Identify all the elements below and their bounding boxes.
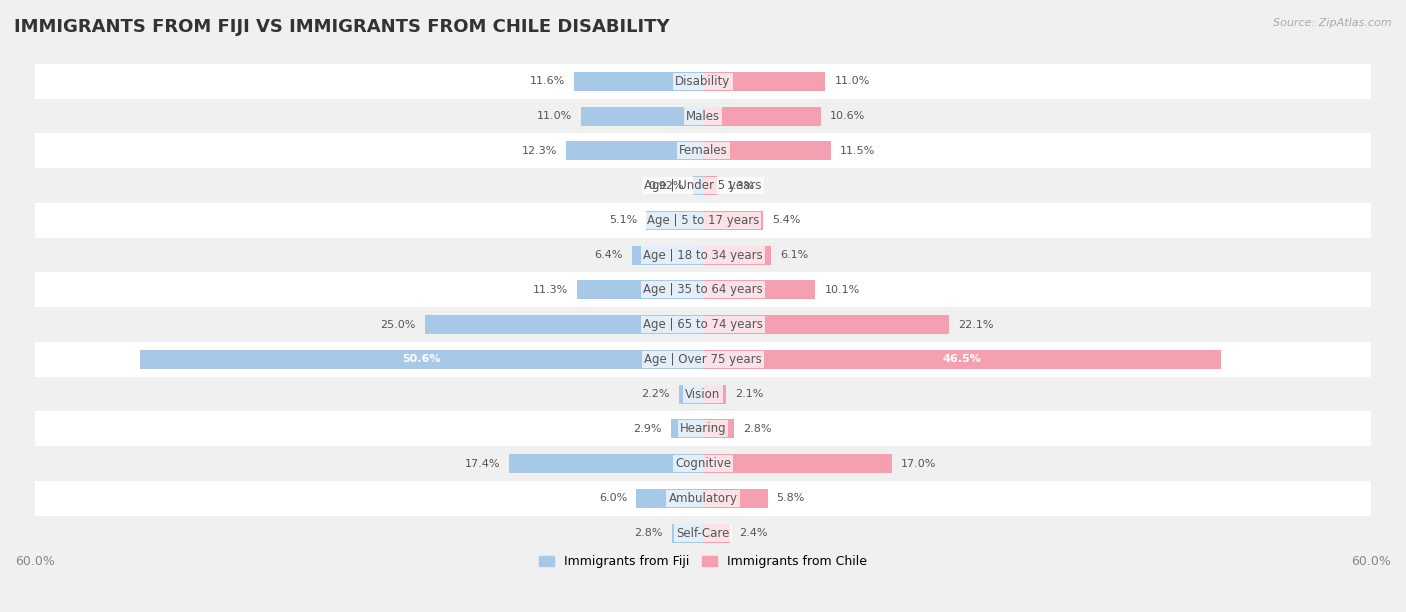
Bar — [631, 245, 703, 264]
Text: 12.3%: 12.3% — [522, 146, 557, 156]
FancyBboxPatch shape — [24, 411, 1382, 446]
Text: Age | 5 to 17 years: Age | 5 to 17 years — [647, 214, 759, 227]
Text: 11.0%: 11.0% — [536, 111, 572, 121]
Bar — [703, 315, 949, 334]
Bar — [703, 454, 893, 473]
Text: 25.0%: 25.0% — [381, 319, 416, 330]
Text: Cognitive: Cognitive — [675, 457, 731, 470]
Text: Vision: Vision — [685, 387, 721, 401]
Bar — [703, 489, 768, 508]
Text: 6.0%: 6.0% — [599, 493, 627, 503]
Text: 11.0%: 11.0% — [834, 76, 870, 86]
Text: Source: ZipAtlas.com: Source: ZipAtlas.com — [1274, 18, 1392, 28]
Text: 17.0%: 17.0% — [901, 458, 936, 469]
Text: 0.92%: 0.92% — [648, 181, 683, 190]
Text: Hearing: Hearing — [679, 422, 727, 435]
Text: 5.1%: 5.1% — [609, 215, 637, 225]
Bar — [509, 454, 703, 473]
Bar — [703, 72, 825, 91]
Text: Age | 35 to 64 years: Age | 35 to 64 years — [643, 283, 763, 296]
FancyBboxPatch shape — [24, 203, 1382, 237]
Text: 46.5%: 46.5% — [942, 354, 981, 364]
Bar — [567, 141, 703, 160]
Bar — [703, 280, 815, 299]
FancyBboxPatch shape — [24, 168, 1382, 203]
Text: 6.4%: 6.4% — [595, 250, 623, 260]
Text: Disability: Disability — [675, 75, 731, 88]
Text: 11.3%: 11.3% — [533, 285, 568, 295]
Text: Self-Care: Self-Care — [676, 526, 730, 540]
Text: 11.5%: 11.5% — [839, 146, 875, 156]
Text: 2.8%: 2.8% — [744, 424, 772, 434]
Bar — [647, 211, 703, 230]
Text: 6.1%: 6.1% — [780, 250, 808, 260]
FancyBboxPatch shape — [24, 64, 1382, 99]
Bar — [703, 350, 1220, 369]
Bar — [574, 72, 703, 91]
Bar — [679, 384, 703, 404]
Bar — [703, 176, 717, 195]
FancyBboxPatch shape — [24, 377, 1382, 411]
Bar — [636, 489, 703, 508]
FancyBboxPatch shape — [24, 446, 1382, 481]
Text: 5.4%: 5.4% — [772, 215, 800, 225]
Text: IMMIGRANTS FROM FIJI VS IMMIGRANTS FROM CHILE DISABILITY: IMMIGRANTS FROM FIJI VS IMMIGRANTS FROM … — [14, 18, 669, 36]
Text: 1.3%: 1.3% — [727, 181, 755, 190]
FancyBboxPatch shape — [24, 99, 1382, 133]
Text: 2.1%: 2.1% — [735, 389, 763, 399]
Text: Females: Females — [679, 144, 727, 157]
Bar — [703, 106, 821, 125]
Text: 10.1%: 10.1% — [824, 285, 859, 295]
Text: 10.6%: 10.6% — [830, 111, 865, 121]
Text: 2.9%: 2.9% — [633, 424, 662, 434]
Bar — [693, 176, 703, 195]
Bar — [425, 315, 703, 334]
Bar — [703, 245, 770, 264]
Text: Age | Under 5 years: Age | Under 5 years — [644, 179, 762, 192]
Bar — [703, 141, 831, 160]
Text: 50.6%: 50.6% — [402, 354, 440, 364]
Bar — [703, 419, 734, 438]
FancyBboxPatch shape — [24, 237, 1382, 272]
Text: 22.1%: 22.1% — [957, 319, 994, 330]
Text: Males: Males — [686, 110, 720, 122]
Bar — [671, 419, 703, 438]
Bar — [672, 523, 703, 543]
Text: Age | 18 to 34 years: Age | 18 to 34 years — [643, 248, 763, 261]
FancyBboxPatch shape — [24, 133, 1382, 168]
Text: 2.2%: 2.2% — [641, 389, 669, 399]
Bar — [139, 350, 703, 369]
Text: 2.8%: 2.8% — [634, 528, 662, 538]
Text: Ambulatory: Ambulatory — [668, 492, 738, 505]
Text: Age | Over 75 years: Age | Over 75 years — [644, 353, 762, 366]
FancyBboxPatch shape — [24, 342, 1382, 377]
Text: 2.4%: 2.4% — [738, 528, 768, 538]
Bar — [578, 280, 703, 299]
FancyBboxPatch shape — [24, 307, 1382, 342]
Bar — [581, 106, 703, 125]
Text: 5.8%: 5.8% — [776, 493, 804, 503]
Text: Age | 65 to 74 years: Age | 65 to 74 years — [643, 318, 763, 331]
Bar — [703, 384, 727, 404]
Text: 17.4%: 17.4% — [465, 458, 501, 469]
FancyBboxPatch shape — [24, 481, 1382, 516]
Legend: Immigrants from Fiji, Immigrants from Chile: Immigrants from Fiji, Immigrants from Ch… — [534, 550, 872, 573]
FancyBboxPatch shape — [24, 272, 1382, 307]
FancyBboxPatch shape — [24, 516, 1382, 551]
Text: 11.6%: 11.6% — [530, 76, 565, 86]
Bar — [703, 523, 730, 543]
Bar — [703, 211, 763, 230]
